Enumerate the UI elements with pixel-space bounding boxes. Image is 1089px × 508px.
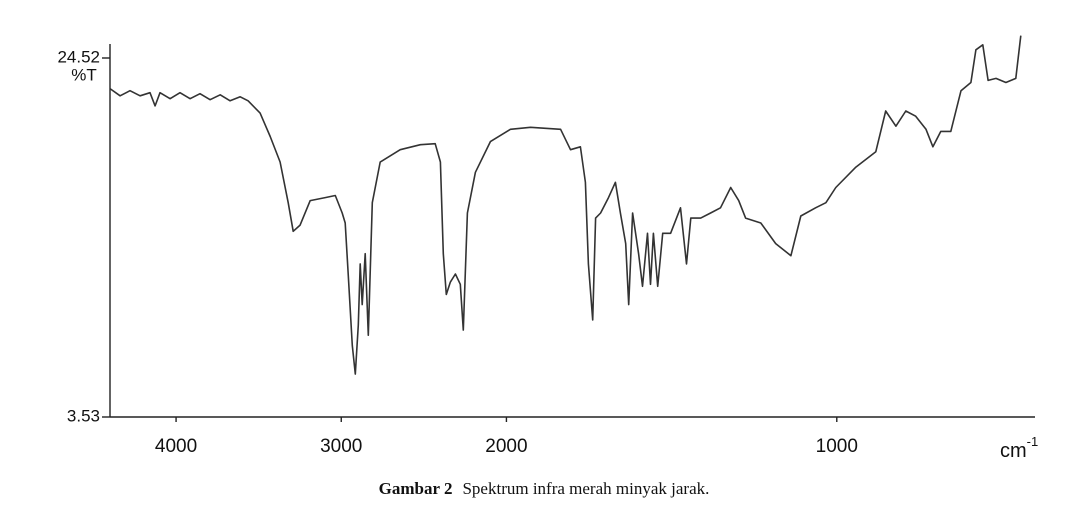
x-axis-label: cm-1 xyxy=(1000,434,1038,462)
x-tick-label: 2000 xyxy=(485,436,527,457)
spectrum-line xyxy=(109,35,1022,375)
x-tick-label: 1000 xyxy=(816,436,858,457)
x-unit-exponent: -1 xyxy=(1027,434,1039,449)
caption-text: Spektrum infra merah minyak jarak. xyxy=(462,479,709,498)
caption: Gambar 2 Spektrum infra merah minyak jara… xyxy=(379,479,710,498)
caption-label: Gambar 2 xyxy=(379,479,453,498)
y-tick-label: 3.53 xyxy=(67,406,100,425)
x-unit: cm xyxy=(1000,440,1027,462)
y-tick-label: 24.52 xyxy=(57,47,100,66)
x-tick-label: 3000 xyxy=(320,436,362,457)
y-axis-label: %T xyxy=(71,65,97,84)
x-tick-label: 4000 xyxy=(155,436,197,457)
